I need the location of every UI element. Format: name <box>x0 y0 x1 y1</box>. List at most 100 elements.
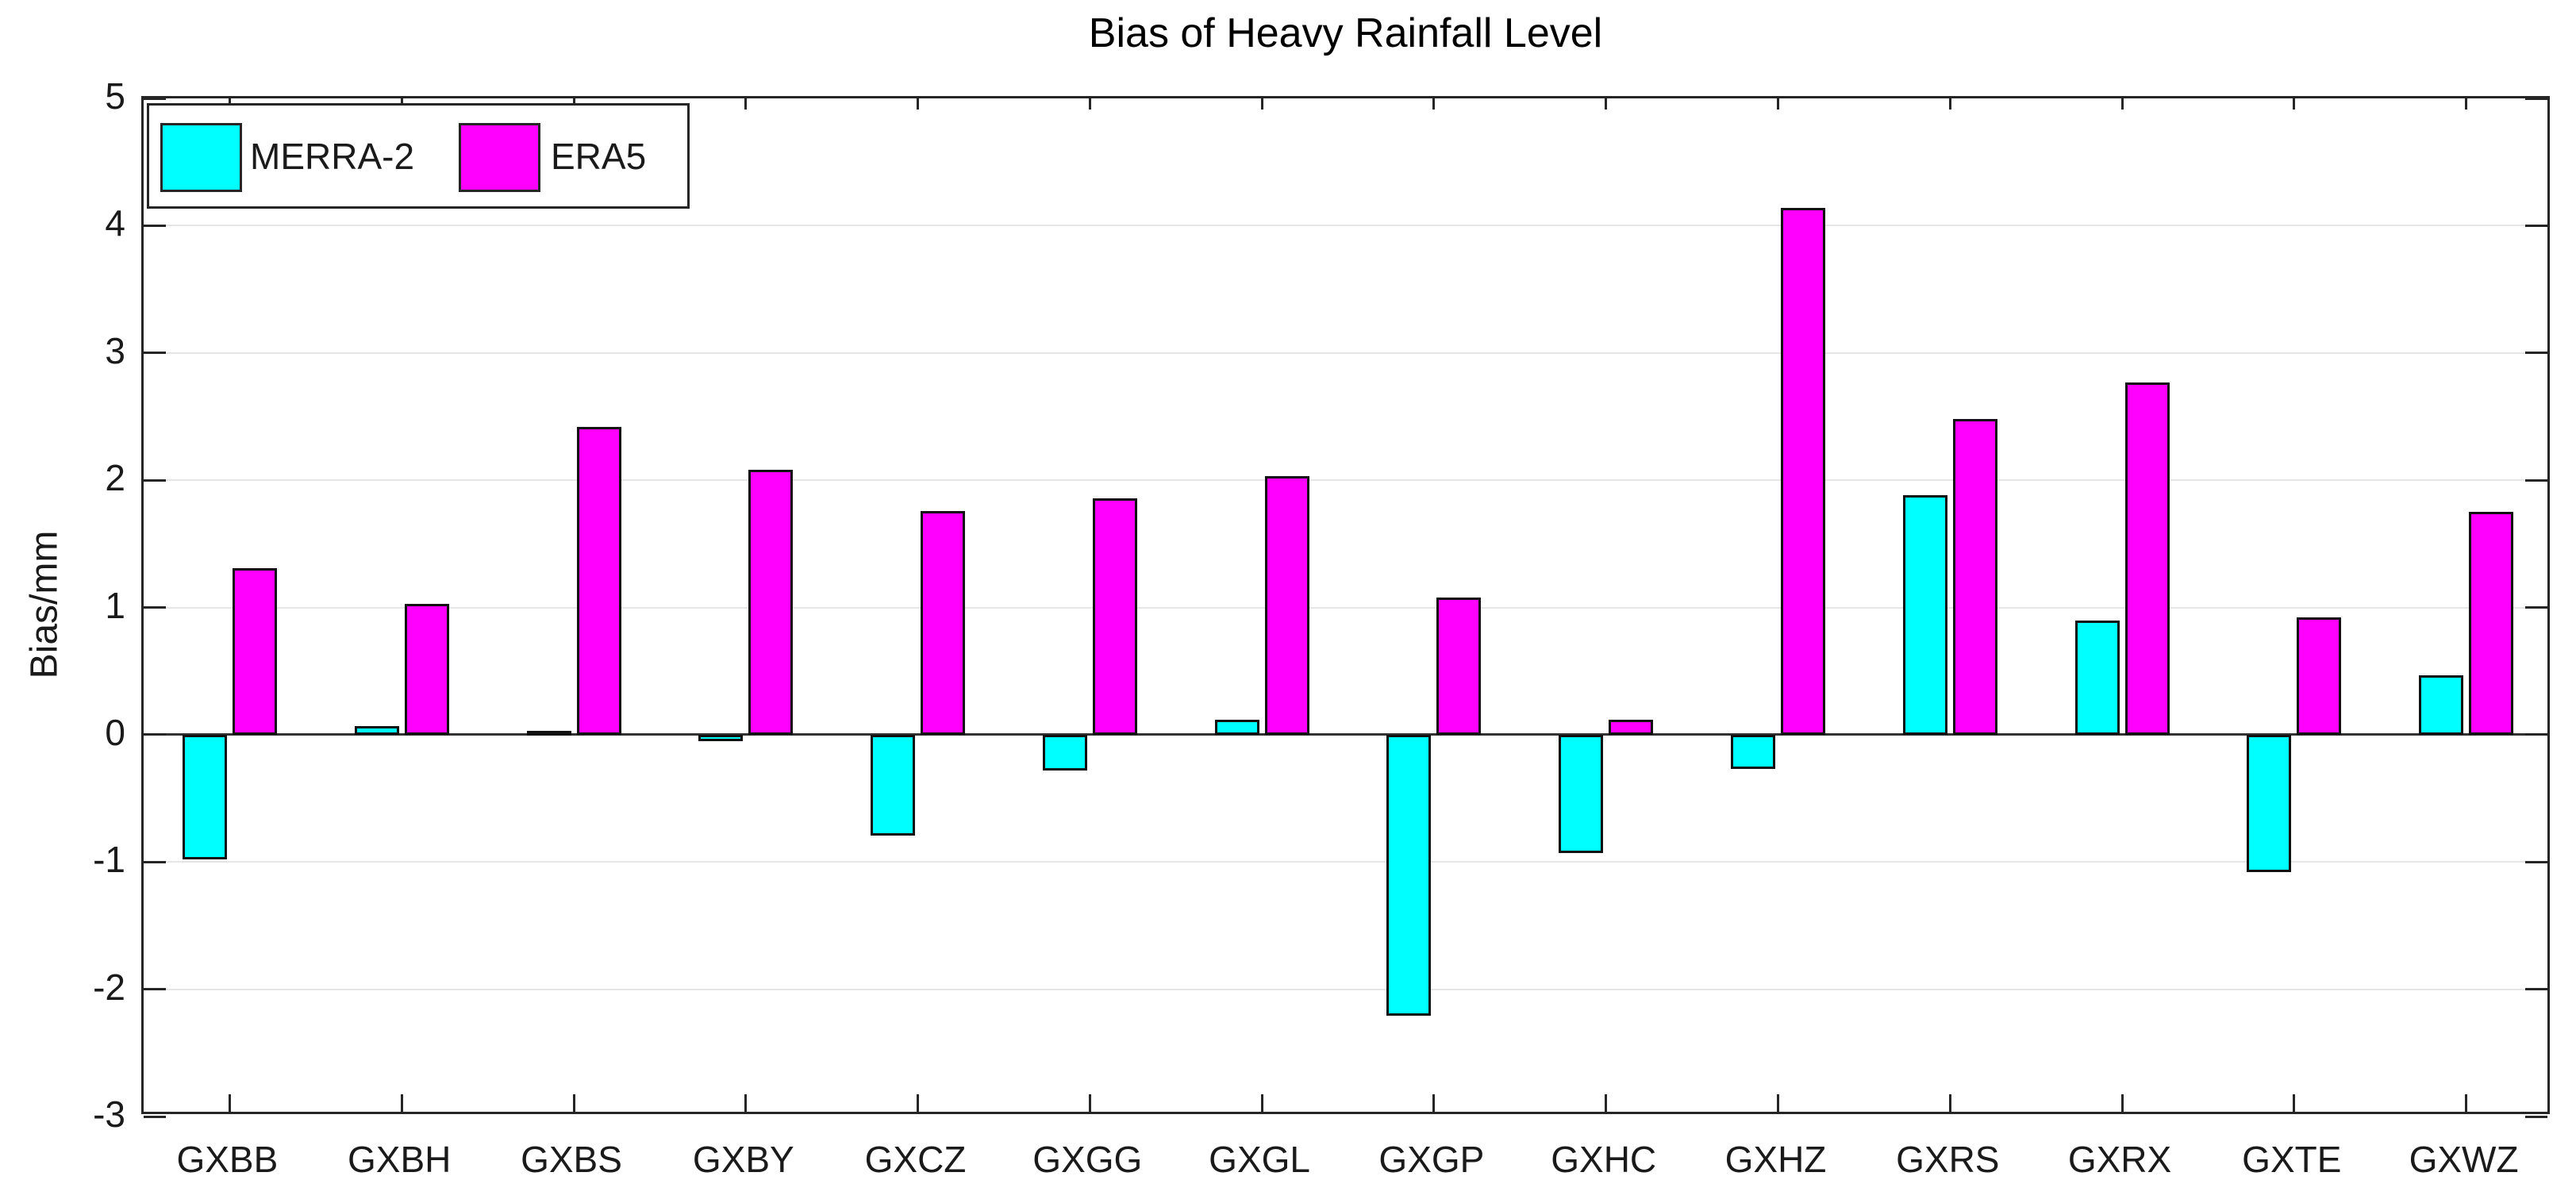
legend-swatch-era5 <box>459 123 540 192</box>
tick-top-gxrx <box>2120 98 2124 110</box>
tick-bottom-gxbh <box>400 1094 403 1112</box>
tick-top-gxgp <box>1432 98 1436 110</box>
tick-bottom-gxby <box>744 1094 748 1112</box>
bar-era5-gxgp <box>1436 597 1482 735</box>
tick-right-1 <box>2525 606 2547 609</box>
xtick-label-gxbs: GXBS <box>521 1139 622 1180</box>
tick-top-gxwz <box>2465 98 2468 110</box>
zero-baseline <box>144 733 2547 736</box>
tick-left-4 <box>144 224 166 227</box>
tick-bottom-gxgg <box>1088 1094 1091 1112</box>
xtick-label-gxcz: GXCZ <box>864 1139 967 1180</box>
bar-era5-gxgg <box>1092 498 1137 735</box>
bar-era5-gxwz <box>2469 512 2514 735</box>
xtick-label-gxbb: GXBB <box>176 1139 279 1180</box>
tick-top-gxcz <box>917 98 919 110</box>
tick-bottom-gxte <box>2293 1094 2296 1112</box>
bar-era5-gxbb <box>232 567 277 735</box>
bar-merra2-gxcz <box>871 734 915 836</box>
bar-era5-gxgl <box>1264 476 1309 735</box>
xtick-label-gxbh: GXBH <box>348 1139 452 1180</box>
tick-top-gxby <box>744 98 748 110</box>
ytick-label-0: 0 <box>105 711 125 753</box>
tick-right--1 <box>2525 860 2547 863</box>
bar-era5-gxhz <box>1781 207 1825 735</box>
gridline-y--1 <box>144 861 2547 863</box>
bar-merra2-gxte <box>2247 734 2292 873</box>
bar-merra2-gxgg <box>1042 734 1087 771</box>
gridline-y-2 <box>144 479 2547 482</box>
bar-era5-gxcz <box>921 510 965 735</box>
ytick-label--3: -3 <box>93 1093 125 1135</box>
tick-right--2 <box>2525 988 2547 991</box>
tick-top-gxgl <box>1260 98 1263 110</box>
xtick-label-gxrs: GXRS <box>1896 1139 2000 1180</box>
xtick-label-gxgg: GXGG <box>1032 1139 1143 1180</box>
bar-merra2-gxrs <box>1902 495 1947 735</box>
bar-merra2-gxwz <box>2419 675 2464 735</box>
xtick-label-gxgl: GXGL <box>1209 1139 1310 1180</box>
tick-bottom-gxrx <box>2120 1094 2124 1112</box>
bar-era5-gxrs <box>1952 419 1997 735</box>
tick-left--3 <box>144 1115 166 1118</box>
ytick-label-5: 5 <box>105 75 125 117</box>
bar-era5-gxbs <box>576 426 621 735</box>
tick-right-2 <box>2525 479 2547 482</box>
tick-bottom-gxhc <box>1605 1094 1608 1112</box>
xtick-label-gxwz: GXWZ <box>2409 1139 2519 1180</box>
tick-top-gxhc <box>1605 98 1608 110</box>
gridline-y-1 <box>144 606 2547 609</box>
xtick-label-gxby: GXBY <box>692 1139 794 1180</box>
tick-top-gxhz <box>1777 98 1779 110</box>
tick-bottom-gxrs <box>1948 1094 1951 1112</box>
bar-era5-gxhc <box>1609 719 1654 735</box>
tick-left-0 <box>144 733 166 736</box>
xtick-label-gxhz: GXHZ <box>1724 1139 1827 1180</box>
bar-merra2-gxby <box>698 734 744 741</box>
xtick-label-gxte: GXTE <box>2242 1139 2342 1180</box>
bar-era5-gxby <box>748 470 794 735</box>
bar-merra2-gxgp <box>1386 734 1432 1017</box>
tick-left--1 <box>144 860 166 863</box>
tick-left-3 <box>144 352 166 355</box>
gridline-y-3 <box>144 352 2547 354</box>
ytick-label--1: -1 <box>93 839 125 881</box>
ytick-label-1: 1 <box>105 584 125 626</box>
plot-area <box>141 96 2550 1118</box>
legend-label-merra2: MERRA-2 <box>250 135 415 177</box>
ytick-label-2: 2 <box>105 457 125 499</box>
bar-merra2-gxhc <box>1559 734 1604 853</box>
legend: MERRA-2 ERA5 <box>147 103 690 209</box>
tick-top-gxgg <box>1088 98 1091 110</box>
tick-right-3 <box>2525 352 2547 355</box>
xtick-label-gxrx: GXRX <box>2067 1139 2172 1180</box>
tick-right-4 <box>2525 224 2547 227</box>
tick-left-1 <box>144 606 166 609</box>
legend-label-era5: ERA5 <box>551 135 647 177</box>
tick-bottom-gxgl <box>1260 1094 1263 1112</box>
gridline-y--2 <box>144 988 2547 990</box>
ytick-label-4: 4 <box>105 202 125 244</box>
tick-bottom-gxwz <box>2465 1094 2468 1112</box>
tick-bottom-gxbb <box>228 1094 231 1112</box>
tick-right--3 <box>2525 1115 2547 1118</box>
tick-left-2 <box>144 479 166 482</box>
gridline-y-4 <box>144 225 2547 227</box>
tick-left--2 <box>144 988 166 991</box>
chart-title: Bias of Heavy Rainfall Level <box>1088 10 1603 56</box>
bar-era5-gxte <box>2297 617 2342 735</box>
bar-era5-gxrx <box>2124 382 2170 735</box>
tick-left-5 <box>144 97 166 100</box>
legend-swatch-merra2 <box>160 123 242 192</box>
xtick-label-gxhc: GXHC <box>1551 1139 1657 1180</box>
tick-right-5 <box>2525 97 2547 100</box>
tick-right-0 <box>2525 733 2547 736</box>
tick-bottom-gxbs <box>572 1094 575 1112</box>
bar-merra2-gxbh <box>354 725 399 735</box>
tick-bottom-gxcz <box>917 1094 919 1112</box>
bar-merra2-gxbs <box>526 731 571 736</box>
bar-era5-gxbh <box>404 603 449 735</box>
tick-top-gxte <box>2293 98 2296 110</box>
tick-bottom-gxhz <box>1777 1094 1779 1112</box>
